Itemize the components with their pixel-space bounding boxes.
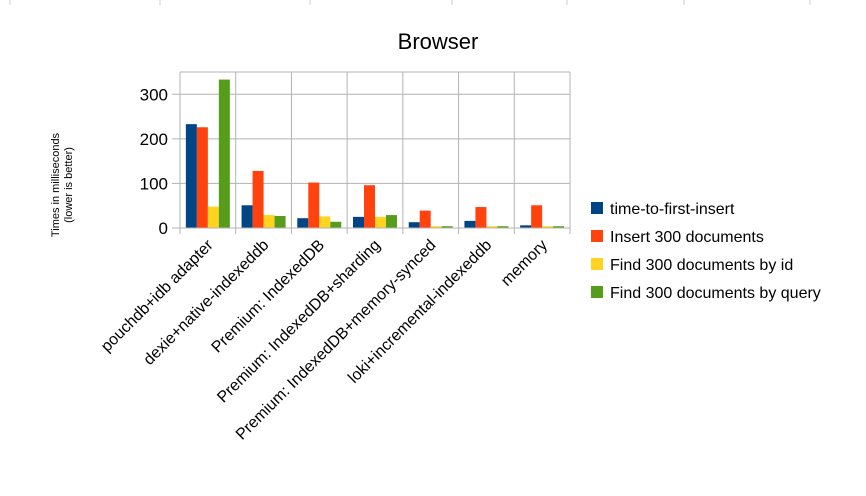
bar-time-to-first-insert-3 (353, 216, 364, 228)
category-labels: pouchdb+idb adapterdexie+native-indexedd… (98, 236, 551, 443)
bar-find-300-documents-by-id-0 (207, 206, 219, 228)
bar-time-to-first-insert-4 (408, 222, 420, 228)
bar-find-300-documents-by-query-2 (330, 221, 342, 228)
bar-insert-300-documents-1 (252, 170, 264, 228)
legend-swatch (591, 230, 603, 242)
legend: time-to-first-insert Insert 300 documents… (591, 201, 821, 302)
legend-label: Insert 300 documents (610, 229, 764, 246)
y-tick-label: 200 (140, 130, 168, 149)
legend-label: time-to-first-insert (610, 201, 735, 218)
bar-find-300-documents-by-id-3 (375, 216, 386, 228)
bar-insert-300-documents-6 (531, 205, 543, 228)
y-tick-label: 0 (159, 219, 168, 238)
legend-swatch (591, 286, 603, 298)
chart-title: Browser (398, 29, 479, 54)
legend-swatch (591, 202, 603, 214)
bar-insert-300-documents-3 (364, 185, 375, 228)
bar-find-300-documents-by-id-6 (542, 226, 554, 228)
bar-find-300-documents-by-query-1 (274, 215, 286, 228)
bar-time-to-first-insert-0 (185, 124, 197, 228)
y-axis-label: Times in milliseconds (lower is better) (50, 132, 75, 237)
category-label: Premium: IndexedDB+memory-synced (233, 237, 440, 444)
bar-find-300-documents-by-query-3 (386, 215, 397, 228)
bar-time-to-first-insert-2 (297, 218, 309, 228)
legend-label: Find 300 documents by query (610, 285, 821, 302)
bar-insert-300-documents-0 (196, 127, 208, 228)
bar-find-300-documents-by-id-4 (430, 226, 442, 228)
bars (185, 79, 565, 228)
bar-find-300-documents-by-query-5 (497, 226, 509, 228)
bar-find-300-documents-by-id-5 (486, 226, 498, 228)
bar-find-300-documents-by-id-1 (263, 215, 275, 228)
category-label: pouchdb+idb adapter (98, 236, 217, 355)
bar-find-300-documents-by-query-0 (218, 79, 230, 228)
y-tick-label: 100 (140, 174, 168, 193)
bar-time-to-first-insert-5 (464, 220, 476, 228)
bar-find-300-documents-by-query-6 (553, 226, 565, 228)
legend-label: Find 300 documents by id (610, 257, 793, 274)
bar-find-300-documents-by-id-2 (319, 216, 331, 228)
category-label: memory (498, 237, 551, 290)
y-tick-labels: 0 100 200 300 (140, 85, 168, 238)
category-label: Premium: IndexedDB (209, 237, 329, 357)
bar-insert-300-documents-5 (475, 207, 487, 228)
bar-find-300-documents-by-query-4 (441, 226, 453, 228)
bar-time-to-first-insert-6 (520, 225, 532, 228)
y-axis-label-line-2: (lower is better) (63, 147, 75, 223)
y-axis-label-line-1: Times in milliseconds (50, 132, 62, 237)
axes (179, 72, 570, 229)
bar-time-to-first-insert-1 (241, 205, 253, 228)
y-tick-label: 300 (140, 85, 168, 104)
bar-insert-300-documents-4 (419, 210, 431, 228)
bar-insert-300-documents-2 (308, 182, 320, 228)
legend-swatch (591, 258, 603, 270)
top-border-ticks (9, 0, 811, 5)
